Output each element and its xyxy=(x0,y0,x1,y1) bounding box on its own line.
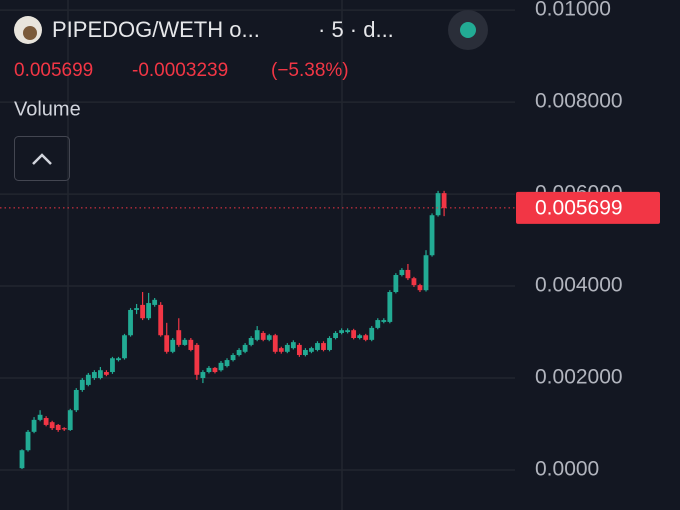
candle-body xyxy=(61,428,67,430)
plot-area xyxy=(0,9,515,471)
candle-body xyxy=(224,360,230,367)
status-dot xyxy=(460,22,476,38)
y-tick-label: 0.01000 xyxy=(535,0,611,21)
token-avatar-art xyxy=(23,26,37,40)
candle-body xyxy=(357,335,363,339)
candle-body xyxy=(242,344,248,352)
price-axis: 0.00000.0020000.0040000.0060000.0080000.… xyxy=(516,0,660,481)
candle-body xyxy=(85,374,91,385)
last-price-tag xyxy=(516,191,660,224)
candle-body xyxy=(122,335,127,359)
candle-body xyxy=(230,355,236,361)
candle-body xyxy=(321,343,326,350)
candle-body xyxy=(91,372,97,379)
indicator-label: Volume xyxy=(14,98,81,120)
candle-body xyxy=(387,292,393,322)
candle-body xyxy=(194,344,200,375)
candle-body xyxy=(19,450,25,469)
candle-body xyxy=(67,410,73,430)
candle-body xyxy=(104,372,109,375)
candle-body xyxy=(152,299,158,305)
last-price: 0.005699 xyxy=(14,60,93,81)
candle-body xyxy=(182,339,188,345)
price-change: -0.0003239 xyxy=(132,60,228,81)
candle-body xyxy=(327,338,332,350)
candle-body xyxy=(284,344,290,352)
candle-body xyxy=(405,269,411,279)
candle-body xyxy=(158,304,164,336)
candle-body xyxy=(351,330,357,339)
candle-body xyxy=(399,269,405,276)
candle-body xyxy=(134,308,139,310)
y-tick-label: 0.004000 xyxy=(535,274,623,297)
last-price-tag-label: 0.005699 xyxy=(535,196,623,219)
candle-body xyxy=(315,343,320,350)
candle-body xyxy=(254,330,260,340)
candle-body xyxy=(116,358,121,361)
candle-body xyxy=(309,348,314,352)
candle-body xyxy=(303,349,308,356)
chevron-icon xyxy=(32,153,52,165)
candle-body xyxy=(423,255,429,291)
candle-body xyxy=(31,419,37,432)
candle-body xyxy=(37,414,43,420)
candle-body xyxy=(110,358,115,373)
candle-body xyxy=(188,339,194,350)
y-tick-label: 0.0000 xyxy=(535,458,599,481)
candle-body xyxy=(79,379,85,390)
candle-body xyxy=(248,338,254,345)
candle-body xyxy=(290,342,296,349)
candle-body xyxy=(140,304,145,319)
candle-body xyxy=(369,327,375,340)
candle-body xyxy=(272,335,278,352)
percent-change: (−5.38%) xyxy=(271,60,349,81)
candle-body xyxy=(345,330,351,333)
candle-body xyxy=(49,422,55,429)
candle-body xyxy=(393,275,399,293)
candle-body xyxy=(435,193,441,216)
candle-body xyxy=(146,303,152,319)
candle-body xyxy=(339,330,344,333)
candle-body xyxy=(170,339,176,352)
candle-body xyxy=(218,362,224,371)
candle-body xyxy=(164,335,170,352)
candle-body xyxy=(73,389,79,411)
candle-body xyxy=(212,367,218,373)
candle-body xyxy=(97,370,103,379)
candle-body xyxy=(411,278,417,286)
candle-body xyxy=(200,372,206,379)
candle-body xyxy=(55,424,61,430)
candle-body xyxy=(128,309,133,336)
y-tick-label: 0.002000 xyxy=(535,366,623,389)
candle-body xyxy=(25,431,31,451)
y-tick-label: 0.008000 xyxy=(535,90,623,113)
candle-body xyxy=(441,193,447,208)
symbol-title: PIPEDOG/WETH o... xyxy=(52,17,260,42)
candle-body xyxy=(375,320,381,328)
candle-body xyxy=(278,348,284,352)
candle-body xyxy=(363,335,369,340)
candle-body xyxy=(260,332,266,340)
candle-body xyxy=(206,367,212,373)
candle-body xyxy=(429,215,435,256)
candle-body xyxy=(236,349,242,356)
candle-body xyxy=(176,330,182,345)
candle-body xyxy=(43,418,49,425)
candle-body xyxy=(333,332,338,339)
collapse-button[interactable] xyxy=(14,136,70,181)
candle-body xyxy=(266,335,272,340)
candle-body xyxy=(296,344,302,356)
candle-body xyxy=(381,320,387,322)
candle-body xyxy=(417,285,423,291)
header: PIPEDOG/WETH o... · 5 · d... 0.005699 -0… xyxy=(14,10,488,181)
interval: · 5 · d... xyxy=(318,17,394,42)
